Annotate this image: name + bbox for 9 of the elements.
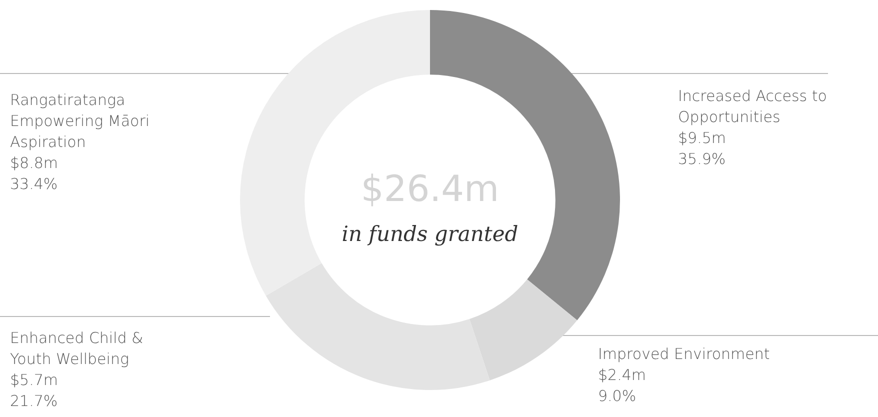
text: in funds granted	[340, 222, 520, 246]
slice-label: Increased Access to Opportunities	[678, 86, 828, 128]
slice-label: Improved Environment	[598, 344, 771, 365]
data-label: $9.5m 35.9%	[678, 128, 728, 170]
data-label: $8.8m 33.4%	[10, 153, 60, 195]
slice-label: Rangatiratanga Empowering Māori Aspiration	[10, 90, 151, 153]
data-label: $5.7m 21.7%	[10, 370, 60, 412]
slice-label: Enhanced Child & Youth Wellbeing	[10, 328, 144, 370]
data-label: $2.4m 9.0%	[598, 365, 648, 407]
